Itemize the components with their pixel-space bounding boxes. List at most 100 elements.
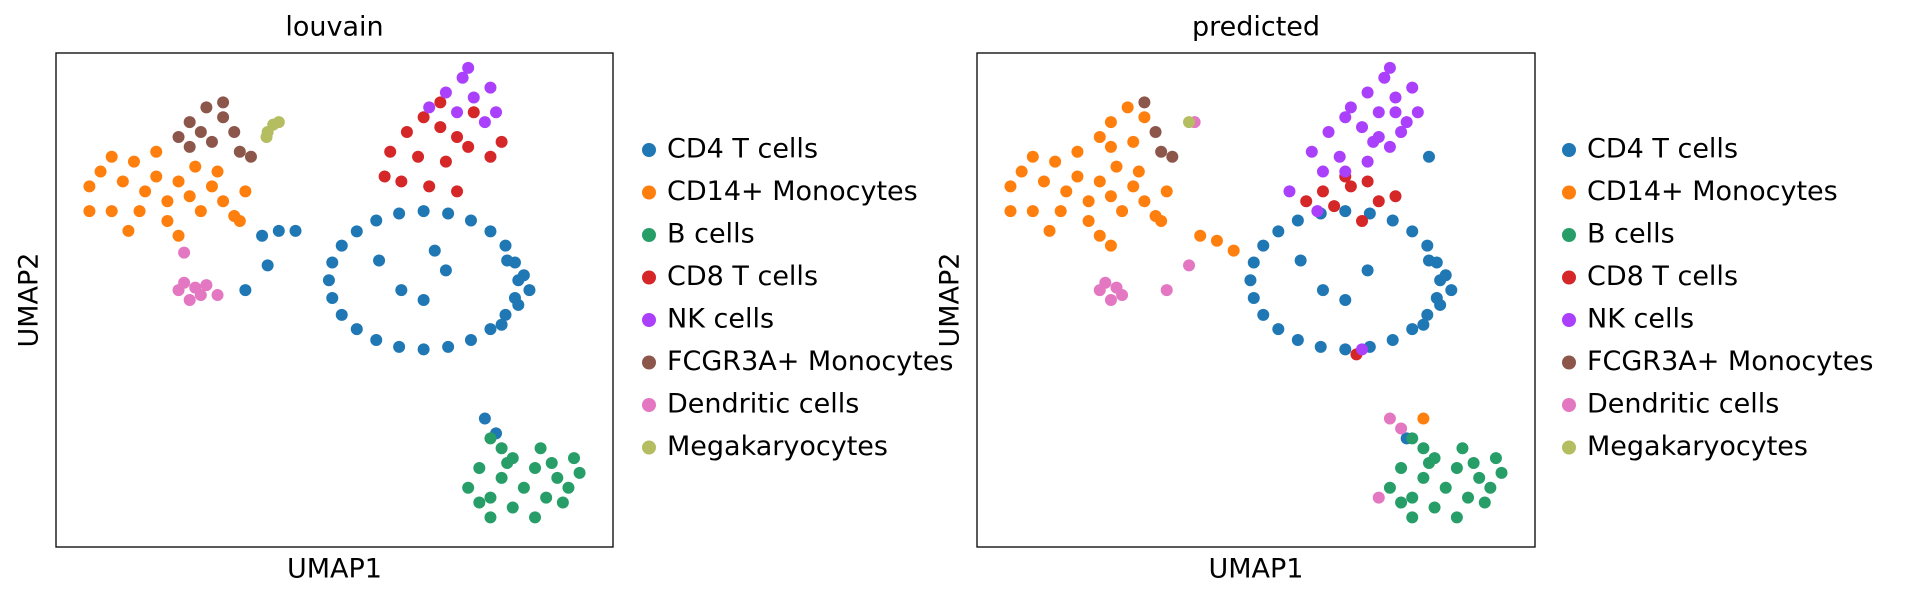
point	[1155, 214, 1168, 227]
point	[1015, 165, 1028, 178]
y-axis-label: UMAP2	[935, 253, 966, 348]
point	[1257, 239, 1270, 252]
point	[1227, 244, 1240, 257]
point	[217, 111, 230, 124]
point	[1300, 195, 1313, 208]
point	[545, 457, 558, 470]
point	[1099, 276, 1112, 289]
chart-title: predicted	[1192, 12, 1320, 43]
point	[1194, 229, 1207, 242]
point	[1082, 195, 1095, 208]
point	[1132, 165, 1145, 178]
point	[1166, 150, 1179, 163]
legend-label: B cells	[667, 219, 755, 250]
point	[322, 274, 335, 287]
point	[1386, 334, 1399, 347]
point	[1291, 214, 1304, 227]
point	[1316, 284, 1329, 297]
point	[105, 205, 118, 218]
point	[260, 130, 273, 143]
point	[1291, 334, 1304, 347]
point	[1244, 274, 1257, 287]
point	[1004, 180, 1017, 193]
point	[434, 121, 447, 134]
point	[417, 111, 430, 124]
point	[523, 284, 536, 297]
point	[1372, 106, 1385, 119]
point	[395, 175, 408, 188]
legend-label: CD14+ Monocytes	[1587, 176, 1838, 207]
x-axis-label: UMAP1	[1209, 554, 1304, 585]
point	[373, 254, 386, 267]
point	[484, 81, 497, 94]
point	[1395, 496, 1408, 509]
point	[1104, 294, 1117, 306]
point	[412, 150, 425, 163]
legend-label: Megakaryocytes	[667, 431, 888, 462]
point	[428, 244, 441, 257]
point	[194, 126, 207, 139]
legend-label: B cells	[1587, 219, 1675, 250]
point	[239, 284, 252, 297]
point	[529, 461, 542, 474]
point	[393, 340, 406, 353]
point	[326, 292, 339, 305]
point	[335, 308, 348, 321]
point	[1422, 150, 1435, 163]
point	[423, 101, 436, 114]
point	[484, 323, 497, 336]
point	[384, 145, 397, 158]
point	[473, 496, 486, 509]
point	[1339, 111, 1352, 124]
point	[495, 442, 508, 455]
point	[1445, 284, 1458, 297]
point	[1383, 481, 1396, 494]
point	[161, 195, 174, 208]
point	[1467, 457, 1480, 470]
point	[370, 214, 383, 227]
point	[1361, 175, 1374, 188]
point	[1439, 269, 1452, 282]
point	[1421, 308, 1434, 321]
point	[506, 501, 519, 514]
point	[417, 343, 430, 356]
legend-label: Dendritic cells	[1587, 389, 1779, 420]
point	[1361, 86, 1374, 99]
point	[1383, 412, 1396, 425]
point	[217, 96, 230, 109]
point	[1478, 496, 1491, 509]
point	[1406, 323, 1419, 336]
point	[451, 130, 464, 143]
legend-label: FCGR3A+ Monocytes	[1587, 346, 1873, 377]
point	[172, 130, 185, 143]
point	[289, 224, 302, 237]
point	[150, 145, 163, 158]
point	[1272, 323, 1285, 336]
point	[1328, 200, 1341, 213]
point	[350, 323, 363, 336]
point	[205, 135, 218, 148]
point	[1361, 155, 1374, 168]
point	[1372, 195, 1385, 208]
point	[1378, 71, 1391, 84]
point	[462, 61, 475, 74]
legend-label: NK cells	[1587, 304, 1694, 335]
point	[105, 150, 118, 163]
point	[1389, 91, 1402, 104]
point	[178, 246, 191, 259]
point	[1138, 195, 1151, 208]
point	[1383, 61, 1396, 74]
point	[534, 442, 547, 455]
point	[116, 175, 129, 188]
point	[256, 229, 269, 242]
point	[1400, 116, 1413, 129]
point	[1422, 457, 1435, 470]
point	[478, 116, 491, 129]
point	[439, 155, 452, 168]
point	[484, 491, 497, 504]
point	[200, 101, 213, 114]
legend-marker	[642, 440, 656, 455]
point	[1060, 185, 1073, 198]
point	[1294, 254, 1307, 267]
point	[1484, 481, 1497, 494]
